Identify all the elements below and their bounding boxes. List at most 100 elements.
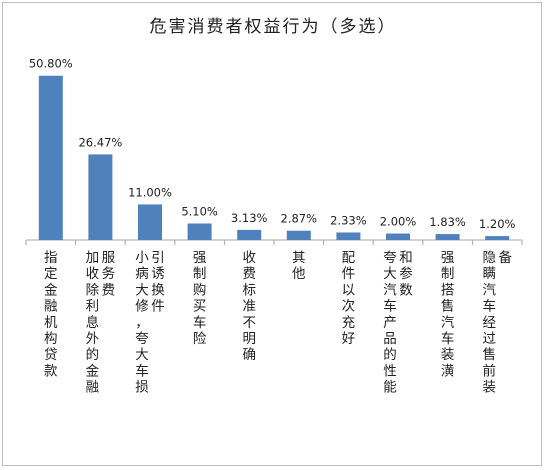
bar xyxy=(237,229,262,240)
x-tick-label-char: 加 xyxy=(86,250,100,266)
x-tick-label-char: 以 xyxy=(342,282,356,298)
x-tick-label-char: 夸 xyxy=(383,250,397,266)
x-tick-label-char: 夸 xyxy=(135,331,149,347)
data-label: 3.13% xyxy=(231,211,268,225)
x-tick-label-char: 息 xyxy=(86,314,100,331)
x-tick-label-char: 充 xyxy=(342,315,356,331)
x-tick-label-char: 金 xyxy=(86,363,100,379)
x-tick-label-char: 指 xyxy=(44,250,58,266)
x-tick-label-char: 构 xyxy=(44,331,58,347)
x-tick-label-char: 车 xyxy=(135,362,149,379)
x-tick-label-char: 汽 xyxy=(383,282,397,298)
x-tick-label: 收费标准不明确收费标准不明确 xyxy=(242,250,256,363)
data-label: 1.83% xyxy=(429,215,466,229)
data-label: 50.80% xyxy=(29,57,73,71)
bar xyxy=(286,230,311,240)
x-tick-label-char: 前 xyxy=(482,362,496,379)
bar xyxy=(336,232,361,240)
x-tick-label-char: 利 xyxy=(86,299,100,315)
x-tick-label-char: 除 xyxy=(86,282,100,298)
x-tick-label-char: 引 xyxy=(151,250,165,266)
x-tick-label-char: 融 xyxy=(86,380,100,396)
x-tick-label-char: 款 xyxy=(44,363,58,379)
x-tick-label-char: 经 xyxy=(482,315,496,331)
x-tick-label-char: 制 xyxy=(193,266,207,282)
x-tick-label-char: 外 xyxy=(86,331,100,347)
bar xyxy=(138,204,162,240)
x-tick-label-char: 准 xyxy=(242,299,256,315)
x-tick-label-char: 定 xyxy=(44,266,58,282)
x-tick-label-char: 售 xyxy=(482,347,496,363)
x-tick-label-char: 服 xyxy=(102,250,116,266)
x-tick-label-char: 买 xyxy=(193,299,207,315)
x-tick-label-char: 的 xyxy=(383,347,397,363)
x-tick-label-char: 和 xyxy=(399,250,413,266)
data-label: 26.47% xyxy=(78,135,122,149)
data-label: 11.00% xyxy=(128,185,172,199)
data-label: 5.10% xyxy=(181,205,218,219)
x-tick-label-char: 不 xyxy=(242,315,256,331)
x-tick-label-char: 明 xyxy=(242,331,256,347)
x-tick-label: 夸大汽车产品的性能和参数夸大汽车产品的性能和参数 xyxy=(383,250,413,396)
x-tick-label-char: 损 xyxy=(135,380,149,396)
x-tick-label-char: 病 xyxy=(135,266,149,282)
x-tick-label-char: 强 xyxy=(193,250,207,266)
x-tick-label-char: 能 xyxy=(383,380,397,396)
x-tick-label-char: 金 xyxy=(44,282,58,298)
x-tick-label-char: 收 xyxy=(86,266,100,282)
x-tick-label: 隐瞒汽车经过售前装备隐瞒汽车经过售前装备 xyxy=(482,249,512,396)
x-tick-label-char: 汽 xyxy=(441,315,455,331)
x-tick-label-char: 性 xyxy=(383,363,397,379)
x-tick-label-char: 大 xyxy=(383,266,397,282)
x-tick-label-char: 小 xyxy=(135,250,149,266)
x-tick-label-char: 售 xyxy=(441,299,455,315)
x-tick-label-char: 汽 xyxy=(482,282,496,298)
x-tick-label-char: 参 xyxy=(399,265,413,282)
x-tick-label-char: 诱 xyxy=(151,266,165,282)
x-tick-label-char: 险 xyxy=(193,331,207,347)
x-tick-label-char: 他 xyxy=(292,266,306,282)
x-tick-label-char: 修 xyxy=(135,299,149,315)
x-tick-label-char: 备 xyxy=(498,249,512,266)
data-label: 1.20% xyxy=(479,217,516,231)
x-tick-label-char: 件 xyxy=(342,266,356,282)
x-tick-label-char: 确 xyxy=(242,347,256,363)
x-tick-label-char: 好 xyxy=(342,331,356,347)
x-tick-label-char: 品 xyxy=(383,331,397,347)
x-tick-label-char: 搭 xyxy=(441,282,455,298)
data-label: 2.00% xyxy=(380,215,417,229)
x-tick-label-char: 产 xyxy=(383,315,397,331)
x-tick-label-char: 车 xyxy=(383,298,397,315)
x-tick-label-char: ， xyxy=(135,315,149,331)
x-tick-label-char: 次 xyxy=(342,299,356,315)
x-tick-label-char: 隐 xyxy=(482,250,496,266)
data-label: 2.33% xyxy=(330,213,367,227)
x-tick-label-char: 车 xyxy=(482,298,496,315)
x-tick-label-char: 瞒 xyxy=(482,266,496,282)
x-tick-label-char: 配 xyxy=(342,250,356,266)
x-tick-label-char: 大 xyxy=(135,282,149,298)
x-tick-label-char: 件 xyxy=(151,299,165,315)
bar xyxy=(38,75,63,240)
x-tick-label: 强制搭售汽车装潢强制搭售汽车装潢 xyxy=(441,250,455,379)
x-tick-label: 其他其他 xyxy=(292,250,306,282)
x-tick-label: 强制购买车险强制购买车险 xyxy=(193,250,207,347)
x-tick-label-char: 其 xyxy=(292,250,306,266)
x-tick-label-char: 融 xyxy=(44,299,58,315)
x-tick-label-char: 标 xyxy=(242,282,256,298)
x-tick-label-char: 制 xyxy=(441,266,455,282)
x-tick-label-char: 机 xyxy=(44,315,58,331)
x-tick-label-char: 装 xyxy=(482,380,496,396)
x-tick-label-char: 的 xyxy=(86,347,100,363)
x-tick-label-char: 过 xyxy=(482,331,496,347)
x-tick-label-char: 潢 xyxy=(441,363,455,379)
x-tick-label-char: 收 xyxy=(242,250,256,266)
x-tick-label-char: 车 xyxy=(441,330,455,347)
x-tick-label: 加收除利息外的金融服务费加收除利息外的金融服务费 xyxy=(86,250,116,396)
x-tick-label: 指定金融机构贷款指定金融机构贷款 xyxy=(44,250,58,379)
x-tick-label-char: 强 xyxy=(441,250,455,266)
x-tick-label-char: 费 xyxy=(242,266,256,282)
chart-title: 危害消费者权益行为（多选） xyxy=(149,17,397,37)
